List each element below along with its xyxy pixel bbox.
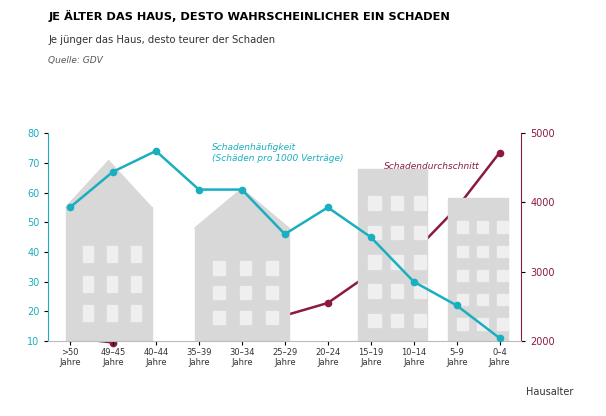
Bar [413,314,426,327]
Bar [457,221,468,233]
Text: JE ÄLTER DAS HAUS, DESTO WAHRSCHEINLICHER EIN SCHADEN: JE ÄLTER DAS HAUS, DESTO WAHRSCHEINLICHE… [48,10,450,22]
Bar [240,261,251,275]
Bar [457,294,468,305]
Bar [391,314,403,327]
Bar [131,246,141,262]
Bar [83,246,93,262]
Bar [267,261,278,275]
Bar [477,270,488,281]
Bar [413,284,426,298]
Bar [368,255,381,269]
Bar [83,305,93,321]
Text: Quelle: GDV: Quelle: GDV [48,56,103,65]
Bar [195,228,289,341]
Bar [497,294,508,305]
Bar [107,246,117,262]
Bar [497,221,508,233]
Text: Schadenhäufigkeit
(Schäden pro 1000 Verträge): Schadenhäufigkeit (Schäden pro 1000 Vert… [211,144,343,163]
Bar [107,305,117,321]
Bar [497,245,508,257]
Polygon shape [195,189,289,228]
Bar [240,311,251,324]
Bar [368,196,381,210]
Text: Schadendurchschnitt
(in Euro): Schadendurchschnitt (in Euro) [384,162,479,182]
Text: Hausalter: Hausalter [526,387,573,397]
Bar [368,225,381,240]
Bar [213,286,225,300]
Bar [457,318,468,330]
Bar [477,294,488,305]
Bar [391,255,403,269]
Bar [448,198,508,341]
Text: Je jünger das Haus, desto teurer der Schaden: Je jünger das Haus, desto teurer der Sch… [48,35,276,45]
Bar [457,245,468,257]
Bar [477,221,488,233]
Bar [391,225,403,240]
Bar [368,314,381,327]
Bar [391,284,403,298]
Bar [497,318,508,330]
Bar [368,284,381,298]
Bar [213,311,225,324]
Bar [240,286,251,300]
Bar [457,270,468,281]
Bar [65,208,152,341]
Bar [213,261,225,275]
Bar [107,276,117,292]
Bar [391,196,403,210]
Bar [497,270,508,281]
Bar [477,245,488,257]
Bar [413,225,426,240]
Polygon shape [65,161,152,208]
Bar [131,276,141,292]
Bar [413,255,426,269]
Bar [131,305,141,321]
Bar [267,286,278,300]
Bar [358,169,427,341]
Bar [413,196,426,210]
Bar [267,311,278,324]
Bar [83,276,93,292]
Bar [477,318,488,330]
